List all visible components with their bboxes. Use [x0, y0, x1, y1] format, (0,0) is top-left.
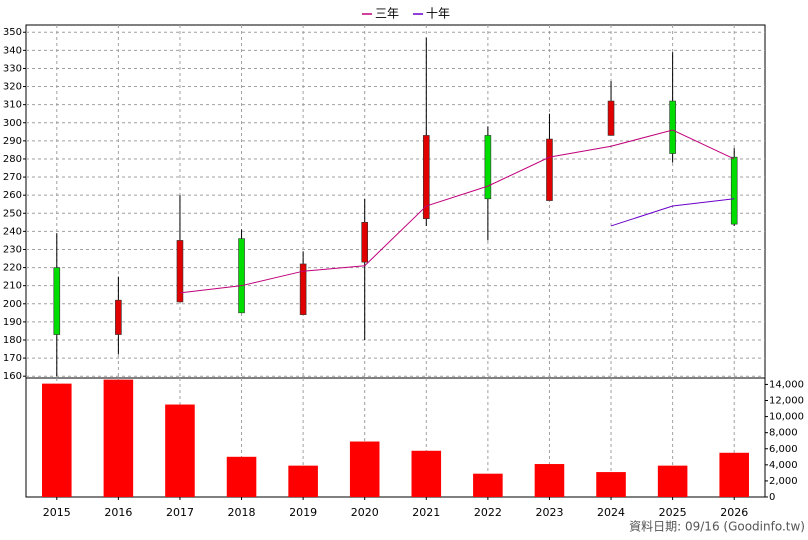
- volume-bar: [42, 383, 72, 497]
- volume-bar: [349, 441, 380, 497]
- x-tick-label: 2021: [412, 506, 440, 519]
- candle-body: [730, 156, 738, 225]
- price-plot-area: [25, 24, 766, 379]
- volume-bar: [657, 465, 688, 497]
- y-tick-label: 340: [3, 45, 22, 56]
- y2-tick-label: 6,000: [769, 444, 798, 455]
- candle-body: [422, 135, 430, 219]
- volume-bar: [288, 465, 318, 497]
- y-tick-label: 160: [3, 371, 22, 382]
- y2-tick-label: 10,000: [769, 412, 804, 423]
- volume-bar: [226, 456, 257, 497]
- volume-plot-area: [25, 377, 766, 498]
- candle-body: [238, 238, 245, 314]
- y-tick-label: 310: [3, 100, 22, 111]
- candle-body: [607, 100, 615, 136]
- x-tick-label: 2025: [659, 506, 687, 519]
- candle-body: [176, 240, 184, 303]
- volume-bar: [411, 450, 442, 497]
- legend-label: 三年: [375, 7, 399, 21]
- y-tick-label: 220: [3, 263, 22, 274]
- y-tick-label: 200: [3, 299, 22, 310]
- y-tick-label: 180: [3, 335, 22, 346]
- volume-bar: [103, 379, 134, 497]
- y-tick-label: 230: [3, 244, 22, 255]
- y-tick-label: 210: [3, 281, 22, 292]
- y-tick-label: 290: [3, 136, 22, 147]
- x-tick-label: 2016: [104, 506, 132, 519]
- y-tick-label: 330: [3, 63, 22, 74]
- volume-bar: [534, 464, 565, 497]
- candle-body: [53, 267, 61, 335]
- y-tick-label: 170: [3, 353, 22, 364]
- x-tick-label: 2026: [720, 506, 748, 519]
- volume-bar: [165, 404, 195, 497]
- y2-tick-label: 8,000: [769, 428, 798, 439]
- x-tick-label: 2017: [166, 506, 194, 519]
- candle-body: [546, 138, 553, 201]
- y2-tick-label: 4,000: [769, 460, 798, 471]
- x-tick-label: 2023: [535, 506, 563, 519]
- y2-tick-label: 12,000: [769, 396, 804, 407]
- y2-tick-label: 14,000: [769, 379, 804, 390]
- y-tick-label: 280: [3, 154, 22, 165]
- x-tick-label: 2020: [351, 506, 379, 519]
- y-tick-label: 300: [3, 118, 22, 129]
- y-tick-label: 260: [3, 190, 22, 201]
- volume-bar: [596, 472, 626, 497]
- y-tick-label: 350: [3, 27, 22, 38]
- x-tick-label: 2022: [474, 506, 502, 519]
- volume-bar: [473, 473, 503, 497]
- candle-body: [115, 299, 122, 335]
- x-tick-label: 2024: [597, 506, 625, 519]
- candle-body: [299, 263, 307, 315]
- footer: 資料日期: 09/16 (Goodinfo.tw): [629, 520, 805, 534]
- volume-bar: [719, 452, 749, 497]
- y-tick-label: 320: [3, 82, 22, 93]
- y-tick-label: 240: [3, 226, 22, 237]
- ma-line: [179, 129, 735, 294]
- candle-body: [484, 135, 492, 200]
- y-tick-label: 190: [3, 317, 22, 328]
- y2-tick-label: 0: [769, 492, 775, 503]
- ma-line: [610, 198, 735, 227]
- x-tick-label: 2015: [43, 506, 71, 519]
- legend-label: 十年: [426, 7, 450, 21]
- x-tick-label: 2019: [289, 506, 317, 519]
- y-tick-label: 270: [3, 172, 22, 183]
- candle-body: [669, 100, 676, 154]
- x-tick-label: 2018: [228, 506, 256, 519]
- y2-tick-label: 2,000: [769, 476, 798, 487]
- candle-body: [361, 222, 369, 263]
- y-tick-label: 250: [3, 208, 22, 219]
